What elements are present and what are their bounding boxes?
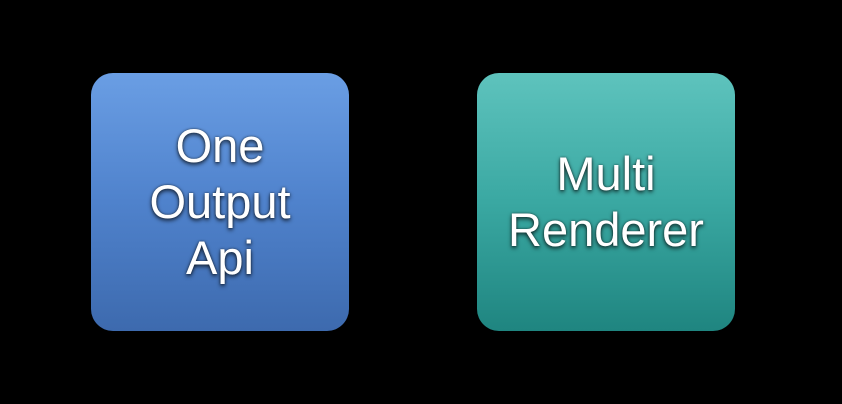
box-label-line: One <box>175 119 265 172</box>
box-label-line: Api <box>186 231 254 284</box>
one-output-api-box: One Output Api <box>91 73 349 331</box>
box-label-line: Output <box>149 175 291 228</box>
multi-renderer-box: Multi Renderer <box>477 73 735 331</box>
box-label-line: Multi <box>556 147 656 200</box>
box-label-line: Renderer <box>508 203 704 256</box>
